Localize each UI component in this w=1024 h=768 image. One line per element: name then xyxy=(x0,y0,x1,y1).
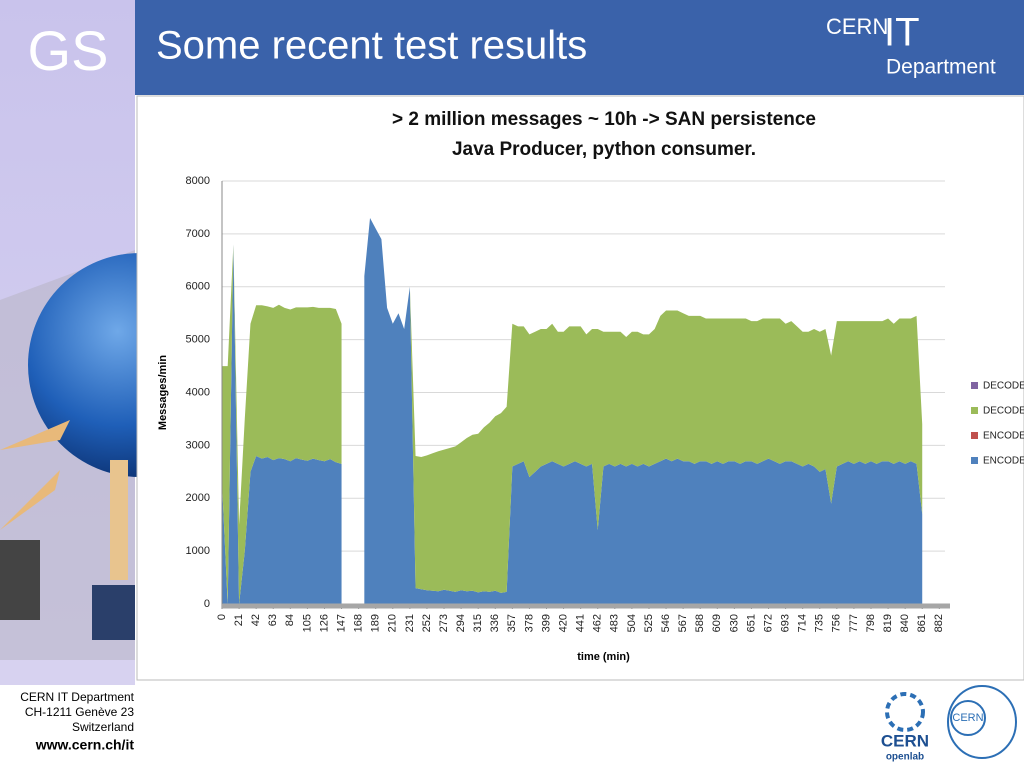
slide-title: Some recent test results xyxy=(156,24,587,68)
footer-line: CERN IT Department xyxy=(20,690,134,704)
footer-line: CH-1211 Genève 23 xyxy=(25,705,135,719)
x-tick-label: 630 xyxy=(728,614,740,632)
y-tick-label: 4000 xyxy=(186,386,210,398)
legend-swatch xyxy=(971,457,978,464)
footer-line: Switzerland xyxy=(72,720,134,734)
x-tick-label: 777 xyxy=(848,614,860,632)
y-tick-label: 0 xyxy=(204,598,210,610)
legend-swatch xyxy=(971,382,978,389)
x-tick-label: 42 xyxy=(250,614,262,626)
x-tick-label: 126 xyxy=(318,614,330,632)
y-tick-label: 3000 xyxy=(186,439,210,451)
x-tick-label: 420 xyxy=(557,614,569,632)
x-tick-label: 0 xyxy=(216,614,228,620)
x-tick-label: 189 xyxy=(370,614,382,632)
area-series xyxy=(222,218,923,604)
x-tick-label: 693 xyxy=(780,614,792,632)
x-tick-label: 357 xyxy=(506,614,518,632)
chart-subtitle: Java Producer, python consumer. xyxy=(452,139,756,160)
legend-label: DECODE xyxy=(983,381,1024,392)
x-tick-label: 168 xyxy=(353,614,365,632)
x-tick-label: 861 xyxy=(916,614,928,632)
x-tick-label: 252 xyxy=(421,614,433,632)
y-tick-label: 2000 xyxy=(186,492,210,504)
legend-label: ENCODE xyxy=(983,456,1024,467)
header-bar xyxy=(135,0,1024,95)
x-tick-label: 231 xyxy=(404,614,416,632)
legend-swatch xyxy=(971,407,978,414)
x-tick-label: 378 xyxy=(523,614,535,632)
openlab-text: openlab xyxy=(886,752,924,763)
x-tick-label: 546 xyxy=(660,614,672,632)
y-tick-label: 8000 xyxy=(186,175,210,187)
x-tick-label: 756 xyxy=(831,614,843,632)
x-tick-label: 651 xyxy=(745,614,757,632)
x-tick-label: 84 xyxy=(284,614,296,626)
x-tick-label: 882 xyxy=(933,614,945,632)
x-tick-label: 840 xyxy=(899,614,911,632)
chart-title: > 2 million messages ~ 10h -> SAN persis… xyxy=(392,109,816,130)
legend-label: ENCODE xyxy=(983,431,1024,442)
legend-swatch xyxy=(971,432,978,439)
x-tick-label: 21 xyxy=(233,614,245,626)
x-tick-label: 609 xyxy=(711,614,723,632)
x-tick-label: 525 xyxy=(643,614,655,632)
x-tick-label: 147 xyxy=(335,614,347,632)
y-tick-label: 7000 xyxy=(186,228,210,240)
it-text: IT xyxy=(884,11,920,55)
x-tick-label: 441 xyxy=(575,614,587,632)
y-axis-label: Messages/min xyxy=(157,355,169,430)
cern-seal: CERN xyxy=(947,685,1017,759)
x-tick-label: 105 xyxy=(301,614,313,632)
y-tick-label: 6000 xyxy=(186,281,210,293)
footer-url: www.cern.ch/it xyxy=(35,737,135,753)
department-text: Department xyxy=(886,56,996,79)
x-tick-label: 588 xyxy=(694,614,706,632)
cern-text: CERN xyxy=(826,14,888,39)
x-tick-label: 294 xyxy=(455,614,467,632)
x-tick-label: 399 xyxy=(540,614,552,632)
x-tick-label: 798 xyxy=(865,614,877,632)
openlab-logo: CERN openlab xyxy=(881,692,929,763)
x-tick-label: 672 xyxy=(762,614,774,632)
footer-bg xyxy=(0,685,1024,768)
x-tick-label: 483 xyxy=(609,614,621,632)
seal-text: CERN xyxy=(952,712,983,724)
y-tick-label: 5000 xyxy=(186,334,210,346)
legend-label: DECODE xyxy=(983,406,1024,417)
x-tick-label: 63 xyxy=(267,614,279,626)
x-tick-label: 210 xyxy=(387,614,399,632)
x-axis-label: time (min) xyxy=(577,651,630,663)
x-tick-label: 462 xyxy=(592,614,604,632)
x-tick-label: 315 xyxy=(472,614,484,632)
chart: > 2 million messages ~ 10h -> SAN persis… xyxy=(157,109,1024,663)
x-tick-label: 714 xyxy=(797,614,809,632)
y-tick-label: 1000 xyxy=(186,545,210,557)
x-tick-label: 336 xyxy=(489,614,501,632)
area-series xyxy=(222,218,923,604)
logo: GS xyxy=(28,19,109,82)
x-tick-label: 735 xyxy=(814,614,826,632)
x-tick-label: 819 xyxy=(882,614,894,632)
x-tick-label: 567 xyxy=(677,614,689,632)
x-tick-label: 273 xyxy=(438,614,450,632)
x-tick-label: 504 xyxy=(626,614,638,632)
openlab-cern: CERN xyxy=(881,731,929,750)
